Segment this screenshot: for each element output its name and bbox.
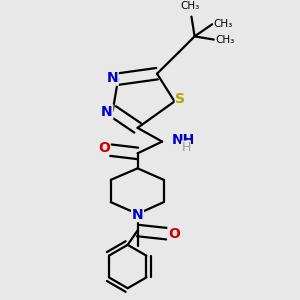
Text: CH₃: CH₃ — [215, 35, 235, 45]
Text: NH: NH — [172, 133, 195, 147]
Text: N: N — [132, 208, 143, 222]
Text: H: H — [181, 141, 191, 154]
Text: CH₃: CH₃ — [180, 1, 200, 11]
Text: O: O — [98, 141, 110, 154]
Text: N: N — [106, 71, 118, 85]
Text: N: N — [101, 105, 113, 119]
Text: CH₃: CH₃ — [214, 19, 233, 28]
Text: S: S — [175, 92, 185, 106]
Text: O: O — [168, 227, 180, 241]
